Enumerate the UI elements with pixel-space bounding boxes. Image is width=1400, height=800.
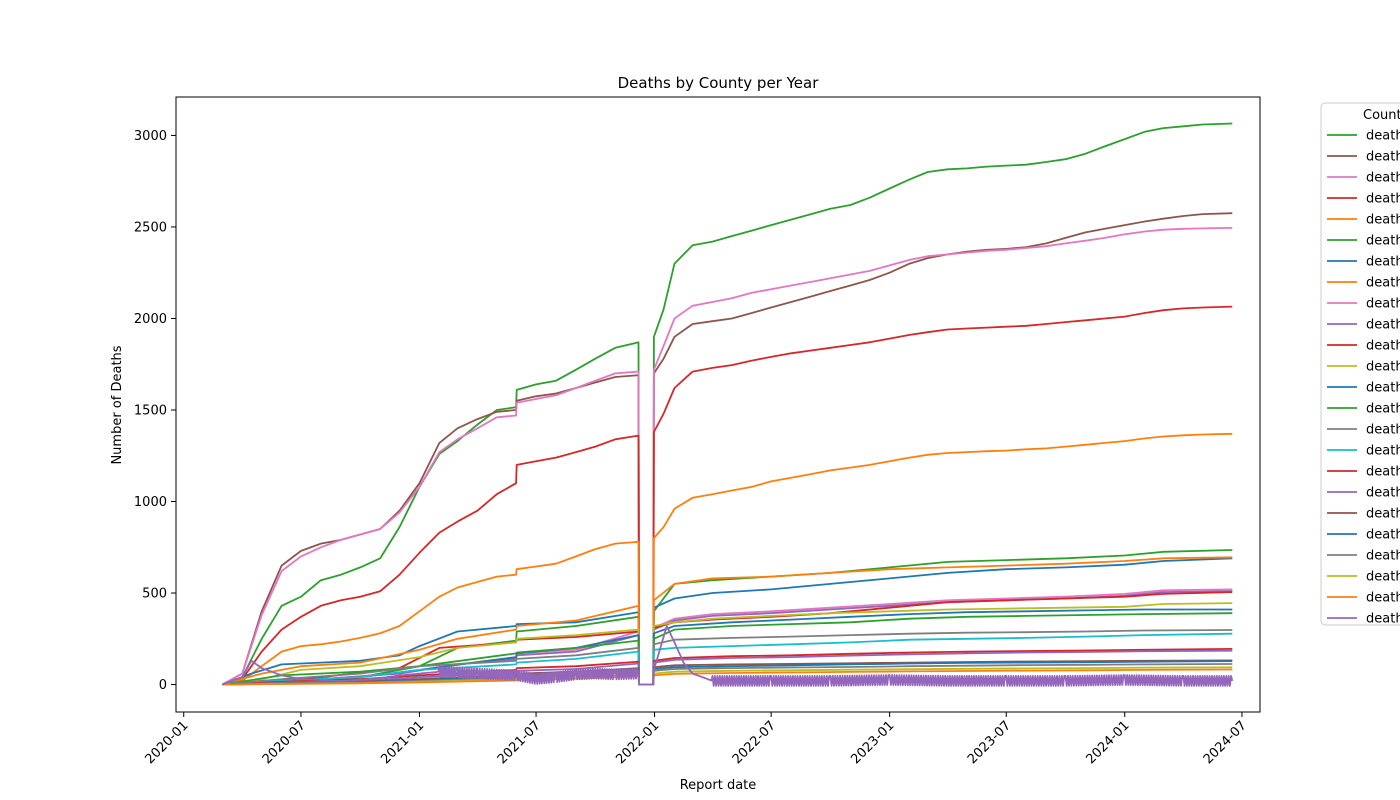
legend-entry: death	[1366, 570, 1400, 585]
legend-entry: death	[1366, 297, 1400, 312]
legend-entry: death	[1366, 486, 1400, 501]
x-axis-label: Report date	[680, 778, 757, 793]
legend-entry: death	[1366, 150, 1400, 165]
legend-entry: death	[1366, 507, 1400, 522]
x-axis: 2020-01 2020-07 2021-01 2021-07 2022-01 2022-…	[143, 712, 1250, 767]
legend-entry: death	[1366, 549, 1400, 564]
legend-entry: death	[1366, 318, 1400, 333]
legend-entry: death	[1366, 591, 1400, 606]
series-line-13	[222, 608, 1233, 686]
series-line-4	[222, 305, 1233, 686]
y-axis-label: Number of Deaths	[110, 345, 125, 464]
legend-entry: death	[1366, 255, 1400, 270]
legend-entry: death	[1366, 234, 1400, 249]
legend-entry: death	[1366, 171, 1400, 186]
legend-entry: death	[1366, 402, 1400, 417]
x-tick-label: 2020-01	[143, 718, 192, 767]
legend-entry: death	[1366, 129, 1400, 144]
x-tick-label: 2022-01	[613, 718, 662, 767]
legend-entry: death	[1366, 360, 1400, 375]
series-line-2	[221, 212, 1233, 686]
legend-entry: death	[1366, 381, 1400, 396]
y-tick-label: 1500	[134, 403, 167, 418]
chart-title: Deaths by County per Year	[618, 74, 820, 92]
x-tick-label: 2021-07	[495, 718, 544, 767]
x-tick-label: 2023-07	[965, 718, 1014, 767]
legend-box	[1320, 102, 1400, 626]
y-axis: 0 500 1000 1500 2000 2500 3000	[134, 129, 176, 693]
legend: Count death death death death death death death…	[1320, 102, 1400, 627]
y-tick-label: 500	[142, 587, 167, 602]
series-line-24	[222, 625, 1234, 687]
series-line-14	[222, 612, 1233, 686]
series-line-15	[222, 629, 1233, 686]
legend-entry: death	[1366, 339, 1400, 354]
series-line-3	[221, 227, 1233, 686]
legend-title: Count	[1363, 108, 1400, 123]
legend-entry: death	[1366, 528, 1400, 543]
y-tick-label: 2000	[134, 312, 167, 327]
x-tick-label: 2021-01	[378, 718, 427, 767]
legend-entry: death	[1366, 192, 1400, 207]
legend-entry: death	[1366, 213, 1400, 228]
x-tick-label: 2023-01	[848, 718, 897, 767]
y-tick-label: 0	[159, 678, 167, 693]
x-tick-label: 2020-07	[260, 718, 309, 767]
series-line-5	[222, 432, 1233, 686]
plot-area-frame	[175, 96, 1261, 713]
legend-entry: death	[1366, 276, 1400, 291]
series-line-1	[222, 122, 1233, 686]
x-tick-label: 2022-07	[730, 718, 779, 767]
y-tick-label: 3000	[134, 129, 167, 144]
y-tick-label: 2500	[134, 220, 167, 235]
legend-entry: death	[1366, 612, 1400, 627]
legend-entry: death	[1366, 444, 1400, 459]
x-tick-label: 2024-07	[1201, 718, 1250, 767]
y-tick-label: 1000	[134, 495, 167, 510]
legend-entry: death	[1366, 423, 1400, 438]
legend-entry: death	[1366, 465, 1400, 480]
x-tick-label: 2024-01	[1084, 718, 1133, 767]
